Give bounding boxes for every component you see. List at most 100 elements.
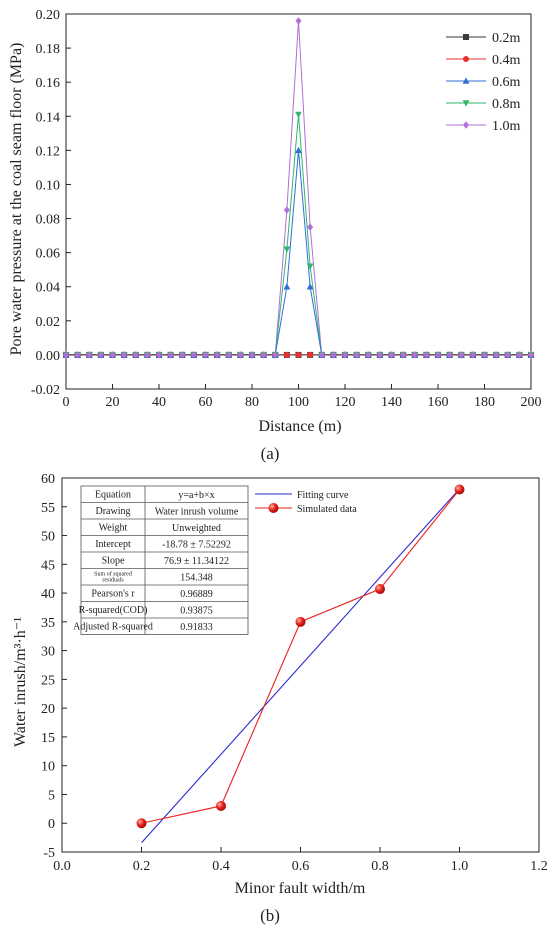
stats-table-key: Sum of squared residuals bbox=[94, 571, 132, 584]
data-point-simulated-data bbox=[216, 800, 226, 811]
stats-table-key: Slope bbox=[102, 556, 125, 567]
data-point-simulated-data bbox=[136, 818, 147, 829]
panel-a-x-tick-label: 120 bbox=[335, 395, 356, 410]
data-point-simulated-data bbox=[375, 584, 385, 595]
panel-a-y-tick-label: 0.08 bbox=[36, 213, 61, 228]
panel-b-x-tick-label: 1.0 bbox=[451, 859, 469, 874]
panel-b-chart: Water inrush/m³·h⁻¹ Minor fault width/m … bbox=[12, 472, 548, 925]
data-point-1.0m bbox=[365, 351, 372, 359]
data-point-1.0m bbox=[376, 351, 383, 359]
legend-marker-simulated-data bbox=[268, 503, 279, 513]
panel-b-x-tick-label: 0.4 bbox=[212, 859, 230, 874]
series-line-fitting-curve bbox=[141, 488, 460, 844]
legend-marker-0.6m bbox=[462, 77, 470, 84]
panel-a-y-tick-label: 0.16 bbox=[36, 76, 61, 91]
panel-b-y-tick-label: 30 bbox=[41, 645, 55, 660]
panel-b-x-tick-label: 0.2 bbox=[133, 859, 151, 874]
legend-label-1.0m: 1.0m bbox=[492, 119, 521, 134]
panel-a-y-tick-label: -0.02 bbox=[31, 383, 60, 398]
panel-b-y-tick-label: 20 bbox=[41, 702, 55, 717]
panel-a-y-tick-label: 0.04 bbox=[36, 281, 61, 296]
legend-label-0.2m: 0.2m bbox=[492, 31, 521, 46]
data-point-1.0m bbox=[132, 351, 139, 359]
panel-a-x-tick-label: 20 bbox=[106, 395, 120, 410]
panel-a-y-tick-label: 0.02 bbox=[36, 315, 61, 330]
panel-b-y-axis-label: Water inrush/m³·h⁻¹ bbox=[12, 617, 29, 747]
data-point-1.0m bbox=[446, 351, 453, 359]
legend-marker-0.2m bbox=[463, 34, 469, 40]
stats-table-key: Drawing bbox=[96, 506, 131, 517]
panel-b-y-tick-label: 25 bbox=[41, 673, 55, 688]
stats-table-value: 154.348 bbox=[180, 573, 213, 584]
stats-table-key: Weight bbox=[99, 523, 128, 534]
panel-b-y-tick-label: 50 bbox=[41, 530, 55, 545]
panel-a-x-tick-label: 200 bbox=[521, 395, 542, 410]
data-point-1.0m bbox=[179, 351, 186, 359]
data-point-1.0m bbox=[167, 351, 174, 359]
data-point-1.0m bbox=[272, 351, 279, 359]
data-point-1.0m bbox=[528, 351, 534, 359]
stats-table-key: Pearson's r bbox=[91, 589, 135, 600]
panel-a-x-tick-label: 100 bbox=[288, 395, 309, 410]
panel-b-y-tick-label: 55 bbox=[41, 501, 55, 516]
stats-table-key-line: residuals bbox=[102, 578, 124, 584]
panel-a-x-tick-label: 180 bbox=[474, 395, 495, 410]
data-point-1.0m bbox=[353, 351, 360, 359]
panel-b-y-tick-label: 45 bbox=[41, 558, 55, 573]
data-point-1.0m bbox=[260, 351, 267, 359]
panel-a-y-tick-label: 0.06 bbox=[36, 247, 61, 262]
panel-a-x-tick-label: 80 bbox=[245, 395, 259, 410]
legend-marker-0.4m bbox=[463, 56, 469, 62]
data-point-1.0m bbox=[121, 351, 128, 359]
stats-table-key: R-squared(COD) bbox=[79, 605, 148, 616]
data-point-1.0m bbox=[156, 351, 162, 359]
stats-table-value: 76.9 ± 11.34122 bbox=[164, 556, 229, 567]
data-point-1.0m bbox=[435, 351, 441, 359]
data-point-1.0m bbox=[295, 17, 302, 25]
panel-b-y-tick-label: 60 bbox=[41, 472, 55, 487]
panel-a-y-tick-label: 0.10 bbox=[36, 178, 61, 193]
data-point-1.0m bbox=[74, 351, 81, 359]
stats-table-value: Unweighted bbox=[172, 523, 221, 534]
data-point-1.0m bbox=[190, 351, 197, 359]
data-point-simulated-data bbox=[295, 616, 306, 627]
data-point-1.0m bbox=[469, 351, 476, 359]
panel-a-label-text: (a) bbox=[261, 444, 280, 463]
stats-table-value: 0.93875 bbox=[180, 606, 213, 617]
panel-b-y-tick-label: 0 bbox=[48, 817, 55, 832]
panel-a-legend: 0.2m 0.4m 0.6m 0.8m 1.0m bbox=[446, 31, 521, 134]
data-point-1.0m bbox=[307, 223, 314, 231]
panel-a-chart: Pore water pressure at the coal seam flo… bbox=[8, 8, 542, 463]
panel-b-x-tick-label: 0.0 bbox=[53, 859, 71, 874]
panel-a-x-tick-label: 0 bbox=[63, 395, 70, 410]
data-point-1.0m bbox=[411, 351, 418, 359]
stats-table-frame bbox=[80, 485, 249, 635]
legend-marker-1.0m bbox=[463, 121, 469, 129]
data-point-1.0m bbox=[86, 351, 93, 359]
data-point-1.0m bbox=[493, 351, 500, 359]
legend-marker-0.8m bbox=[462, 100, 470, 107]
data-point-0.4m bbox=[283, 351, 290, 358]
panel-a-label: (a) bbox=[261, 444, 280, 463]
stats-table-key: Adjusted R-squared bbox=[73, 622, 153, 633]
data-point-1.0m bbox=[249, 351, 255, 359]
data-point-0.4m bbox=[295, 351, 302, 358]
data-point-1.0m bbox=[400, 351, 407, 359]
stats-table-value: 0.96889 bbox=[180, 589, 213, 600]
panel-a-x-tick-label: 160 bbox=[428, 395, 449, 410]
data-point-1.0m bbox=[237, 351, 244, 359]
data-point-1.0m bbox=[330, 351, 337, 359]
panel-b-legend: Fitting curve Simulated data bbox=[255, 490, 357, 515]
panel-a-y-axis-label: Pore water pressure at the coal seam flo… bbox=[8, 43, 25, 356]
legend-label-0.8m: 0.8m bbox=[492, 97, 521, 112]
data-point-0.8m bbox=[295, 111, 302, 119]
panel-a-x-tick-label: 140 bbox=[381, 395, 402, 410]
stats-table: Equation y=a+b×x Drawing Water inrush volum… bbox=[73, 485, 249, 635]
panel-a-y-tick-label: 0.00 bbox=[36, 349, 61, 364]
data-point-1.0m bbox=[481, 351, 488, 359]
stats-table-value: Water inrush volume bbox=[155, 507, 239, 518]
data-point-1.0m bbox=[342, 351, 348, 359]
data-point-0.6m bbox=[283, 283, 291, 290]
data-point-0.6m bbox=[295, 146, 302, 154]
